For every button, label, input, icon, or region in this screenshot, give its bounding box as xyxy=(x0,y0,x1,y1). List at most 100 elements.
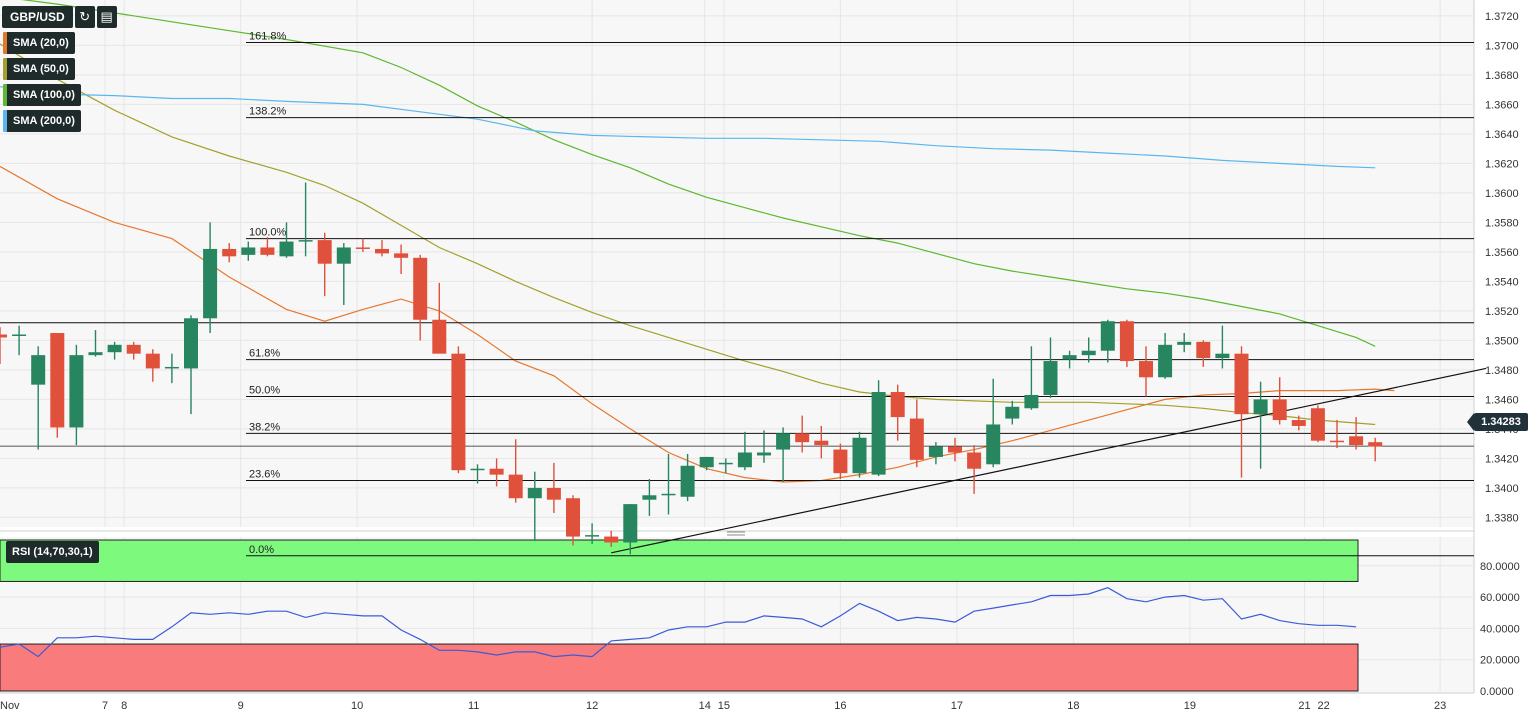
candles xyxy=(0,182,1383,555)
candle-body xyxy=(0,334,7,338)
time-tick-label: 23 xyxy=(1434,700,1446,712)
candle-body xyxy=(50,333,65,428)
candle-body xyxy=(298,240,313,242)
candle-body xyxy=(260,247,275,255)
candle-body xyxy=(1100,321,1115,351)
chart-toolbar: GBP/USD ↻ ▤ xyxy=(2,6,117,28)
rsi-tick-label: 20.0000 xyxy=(1480,655,1520,667)
candle-body xyxy=(164,366,179,369)
candle-body xyxy=(88,352,103,356)
price-tick-label: 1.3680 xyxy=(1485,70,1519,82)
price-tick-label: 1.3460 xyxy=(1485,394,1519,406)
rsi-overbought-zone xyxy=(0,539,1359,582)
legend-sma-100[interactable]: SMA (100,0) xyxy=(3,84,81,106)
grid xyxy=(0,0,1474,693)
candle-body xyxy=(375,248,389,254)
legend-label: SMA (50,0) xyxy=(13,63,69,75)
candle-body xyxy=(642,495,657,500)
current-price-tag: 1.34283 xyxy=(1467,413,1528,431)
rsi-tick-label: 0.0000 xyxy=(1480,686,1514,698)
candle-body xyxy=(336,247,351,264)
candle-body xyxy=(546,487,561,500)
candle-body xyxy=(967,452,982,469)
candle-body xyxy=(489,468,504,475)
legend-swatch xyxy=(3,110,7,132)
time-tick-label: 22 xyxy=(1318,700,1330,712)
price-tick-label: 1.3640 xyxy=(1485,129,1519,141)
candle-body xyxy=(317,240,332,264)
time-tick-label: 7 xyxy=(102,700,108,712)
rsi-indicator-label[interactable]: RSI (14,70,30,1) xyxy=(6,541,99,563)
candle-body xyxy=(737,452,752,468)
candle-body xyxy=(1158,344,1173,378)
candle-body xyxy=(184,318,198,369)
time-tick-label: 11 xyxy=(468,700,479,712)
trendline-layer xyxy=(611,367,1487,554)
candle-body xyxy=(776,433,791,450)
candle-body xyxy=(241,247,256,255)
time-tick-label: Nov xyxy=(0,700,20,712)
price-tick-label: 1.3560 xyxy=(1485,247,1519,259)
price-tick-label: 1.3720 xyxy=(1485,11,1519,23)
fib-level-label: 61.8% xyxy=(249,348,280,360)
price-tick-label: 1.3380 xyxy=(1485,512,1519,524)
candle-body xyxy=(604,536,619,543)
legend-sma-200[interactable]: SMA (200,0) xyxy=(3,110,81,132)
candle-body xyxy=(203,248,218,319)
candle-body xyxy=(1330,440,1344,443)
candle-body xyxy=(585,535,600,537)
fib-level-label: 38.2% xyxy=(249,421,280,433)
price-tick-label: 1.3700 xyxy=(1485,40,1519,52)
fib-level-label: 100.0% xyxy=(249,227,287,239)
candle-body xyxy=(508,474,523,499)
candle-body xyxy=(795,433,810,443)
legend-label: SMA (100,0) xyxy=(13,89,75,101)
time-tick-label: 15 xyxy=(718,700,730,712)
price-tick-label: 1.3400 xyxy=(1485,483,1519,495)
candle-body xyxy=(948,446,962,453)
legend-sma-20[interactable]: SMA (20,0) xyxy=(3,32,75,54)
price-tick-label: 1.3520 xyxy=(1485,306,1519,318)
trendline xyxy=(611,367,1487,554)
sma-line xyxy=(0,86,1376,169)
candle-body xyxy=(69,355,84,428)
fib-level-label: 50.0% xyxy=(249,384,280,396)
price-axis-labels: 1.3720 1.3700 1.3680 1.3660 1.3640 1.3620 1.36… xyxy=(1485,11,1519,525)
symbol-label[interactable]: GBP/USD xyxy=(2,6,73,28)
candle-body xyxy=(126,344,141,354)
candle-body xyxy=(1177,341,1192,345)
candle-body xyxy=(1043,361,1058,395)
candle-body xyxy=(470,468,485,471)
legend-swatch xyxy=(3,58,7,80)
candle-body xyxy=(394,253,409,258)
candle-body xyxy=(1291,420,1306,426)
time-tick-label: 17 xyxy=(951,700,963,712)
legend-label: SMA (20,0) xyxy=(13,37,69,49)
candle-body xyxy=(1234,353,1249,415)
candle-body xyxy=(355,247,370,249)
time-tick-label: 21 xyxy=(1298,700,1310,712)
price-tick-label: 1.3600 xyxy=(1485,188,1519,200)
candle-body xyxy=(1081,350,1096,356)
candle-body xyxy=(986,424,1001,465)
time-tick-label: 14 xyxy=(699,700,711,712)
rsi-axis-labels: 80.0000 60.0000 40.0000 20.0000 0.0000 xyxy=(1480,561,1520,698)
chart-settings-icon[interactable]: ▤ xyxy=(96,6,117,28)
candle-body xyxy=(413,257,428,320)
candle-body xyxy=(852,437,867,474)
candle-body xyxy=(718,462,733,465)
candle-body xyxy=(432,319,447,354)
price-tick-label: 1.3540 xyxy=(1485,276,1519,288)
rsi-layer xyxy=(0,587,1357,658)
legend-sma-50[interactable]: SMA (50,0) xyxy=(3,58,75,80)
candle-body xyxy=(1215,353,1230,359)
legend-swatch xyxy=(3,32,7,54)
sma-line xyxy=(20,0,1376,347)
price-tick-label: 1.3620 xyxy=(1485,158,1519,170)
price-tick-label: 1.3480 xyxy=(1485,365,1519,377)
panel-resize-handle[interactable] xyxy=(727,531,745,536)
indicator-legend: SMA (20,0) SMA (50,0) SMA (100,0) SMA (2… xyxy=(3,32,81,132)
fib-level-label: 161.8% xyxy=(249,30,287,42)
refresh-icon[interactable]: ↻ xyxy=(74,6,95,28)
candle-body xyxy=(31,355,46,385)
